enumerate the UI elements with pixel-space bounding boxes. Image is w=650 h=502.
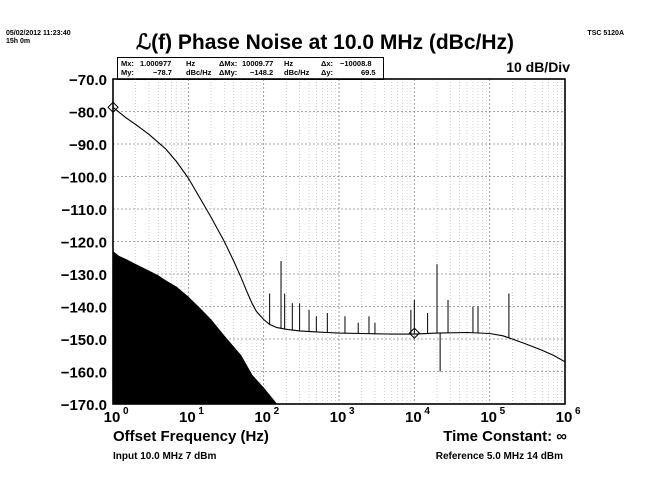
x-tick-exponent: 0 <box>123 406 129 417</box>
phase-noise-trace <box>112 106 566 363</box>
x-tick-exponent: 2 <box>274 406 280 417</box>
phase-noise-line <box>112 106 566 363</box>
y-tick-label: −160.0 <box>61 365 107 382</box>
chart-title: ℒ(f) Phase Noise at 10.0 MHz (dBc/Hz) <box>135 31 515 54</box>
x-tick-exponent: 1 <box>198 406 204 417</box>
my-value: −78.7 <box>153 68 172 77</box>
y-tick-label: −80.0 <box>69 105 107 122</box>
y-tick-labels: −70.0 −80.0 −90.0 −100.0 −110.0 −120.0 −130.0 −… <box>61 72 107 414</box>
dx-value: −10008.8 <box>340 59 372 68</box>
dx-label: Δx: <box>321 59 334 68</box>
dy-value: 69.5 <box>361 68 376 77</box>
dmx-unit: Hz <box>284 59 294 68</box>
x-tick-exponent: 5 <box>500 406 506 417</box>
instrument-model: TSC 5120A <box>587 30 624 37</box>
y-tick-label: −110.0 <box>62 202 107 219</box>
scale-label: 10 dB/Div <box>506 59 570 75</box>
mx-value: 1.000977 <box>140 59 172 68</box>
mx-label: Mx: <box>121 59 134 68</box>
x-axis-title: Offset Frequency (Hz) <box>113 428 269 445</box>
y-tick-label: −90.0 <box>69 137 107 154</box>
dmx-label: ΔMx: <box>219 59 238 68</box>
x-tick-exponent: 6 <box>575 406 581 417</box>
y-tick-label: −100.0 <box>61 170 107 187</box>
dmy-unit: dBc/Hz <box>284 68 310 77</box>
y-tick-label: −170.0 <box>61 397 107 414</box>
duration: 15h 0m <box>6 38 31 45</box>
my-unit: dBc/Hz <box>186 68 212 77</box>
my-label: My: <box>121 68 134 77</box>
x-tick-label: 10 <box>556 409 573 426</box>
y-tick-label: −140.0 <box>61 300 107 317</box>
x-tick-labels: 10 0 10 1 10 2 10 3 10 4 10 5 10 6 <box>104 406 581 426</box>
input-info: Input 10.0 MHz 7 dBm <box>113 451 217 462</box>
mx-unit: Hz <box>186 59 196 68</box>
dmy-label: ΔMy: <box>219 68 238 77</box>
time-constant-label: Time Constant: ∞ <box>443 428 567 445</box>
marker-1 <box>107 101 119 113</box>
reference-info: Reference 5.0 MHz 14 dBm <box>435 451 563 462</box>
x-tick-exponent: 4 <box>424 406 430 417</box>
dmx-value: 10009.77 <box>242 59 274 68</box>
marker-2 <box>408 327 421 339</box>
x-tick-label: 10 <box>254 409 271 426</box>
x-tick-label: 10 <box>330 409 347 426</box>
x-tick-label: 10 <box>179 409 196 426</box>
noise-floor-area <box>112 250 278 405</box>
timestamp: 05/02/2012 11:23:40 <box>6 30 71 37</box>
x-tick-exponent: 3 <box>349 406 355 417</box>
y-tick-label: −70.0 <box>69 72 107 89</box>
y-tick-label: −130.0 <box>61 267 107 284</box>
x-tick-label: 10 <box>104 409 121 426</box>
x-tick-label: 10 <box>480 409 497 426</box>
dmy-value: −148.2 <box>250 68 274 77</box>
plot-frame <box>112 78 566 405</box>
noise-floor-fill <box>112 250 278 405</box>
markers <box>107 101 421 339</box>
x-tick-label: 10 <box>405 409 422 426</box>
y-tick-label: −150.0 <box>61 332 107 349</box>
dy-label: Δy: <box>321 68 334 77</box>
y-tick-label: −120.0 <box>61 235 107 252</box>
